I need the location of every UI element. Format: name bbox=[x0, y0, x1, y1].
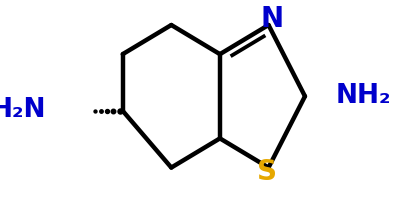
Text: N: N bbox=[260, 5, 283, 33]
Text: H₂N: H₂N bbox=[0, 97, 46, 123]
Text: S: S bbox=[257, 158, 277, 186]
Text: NH₂: NH₂ bbox=[336, 83, 391, 109]
